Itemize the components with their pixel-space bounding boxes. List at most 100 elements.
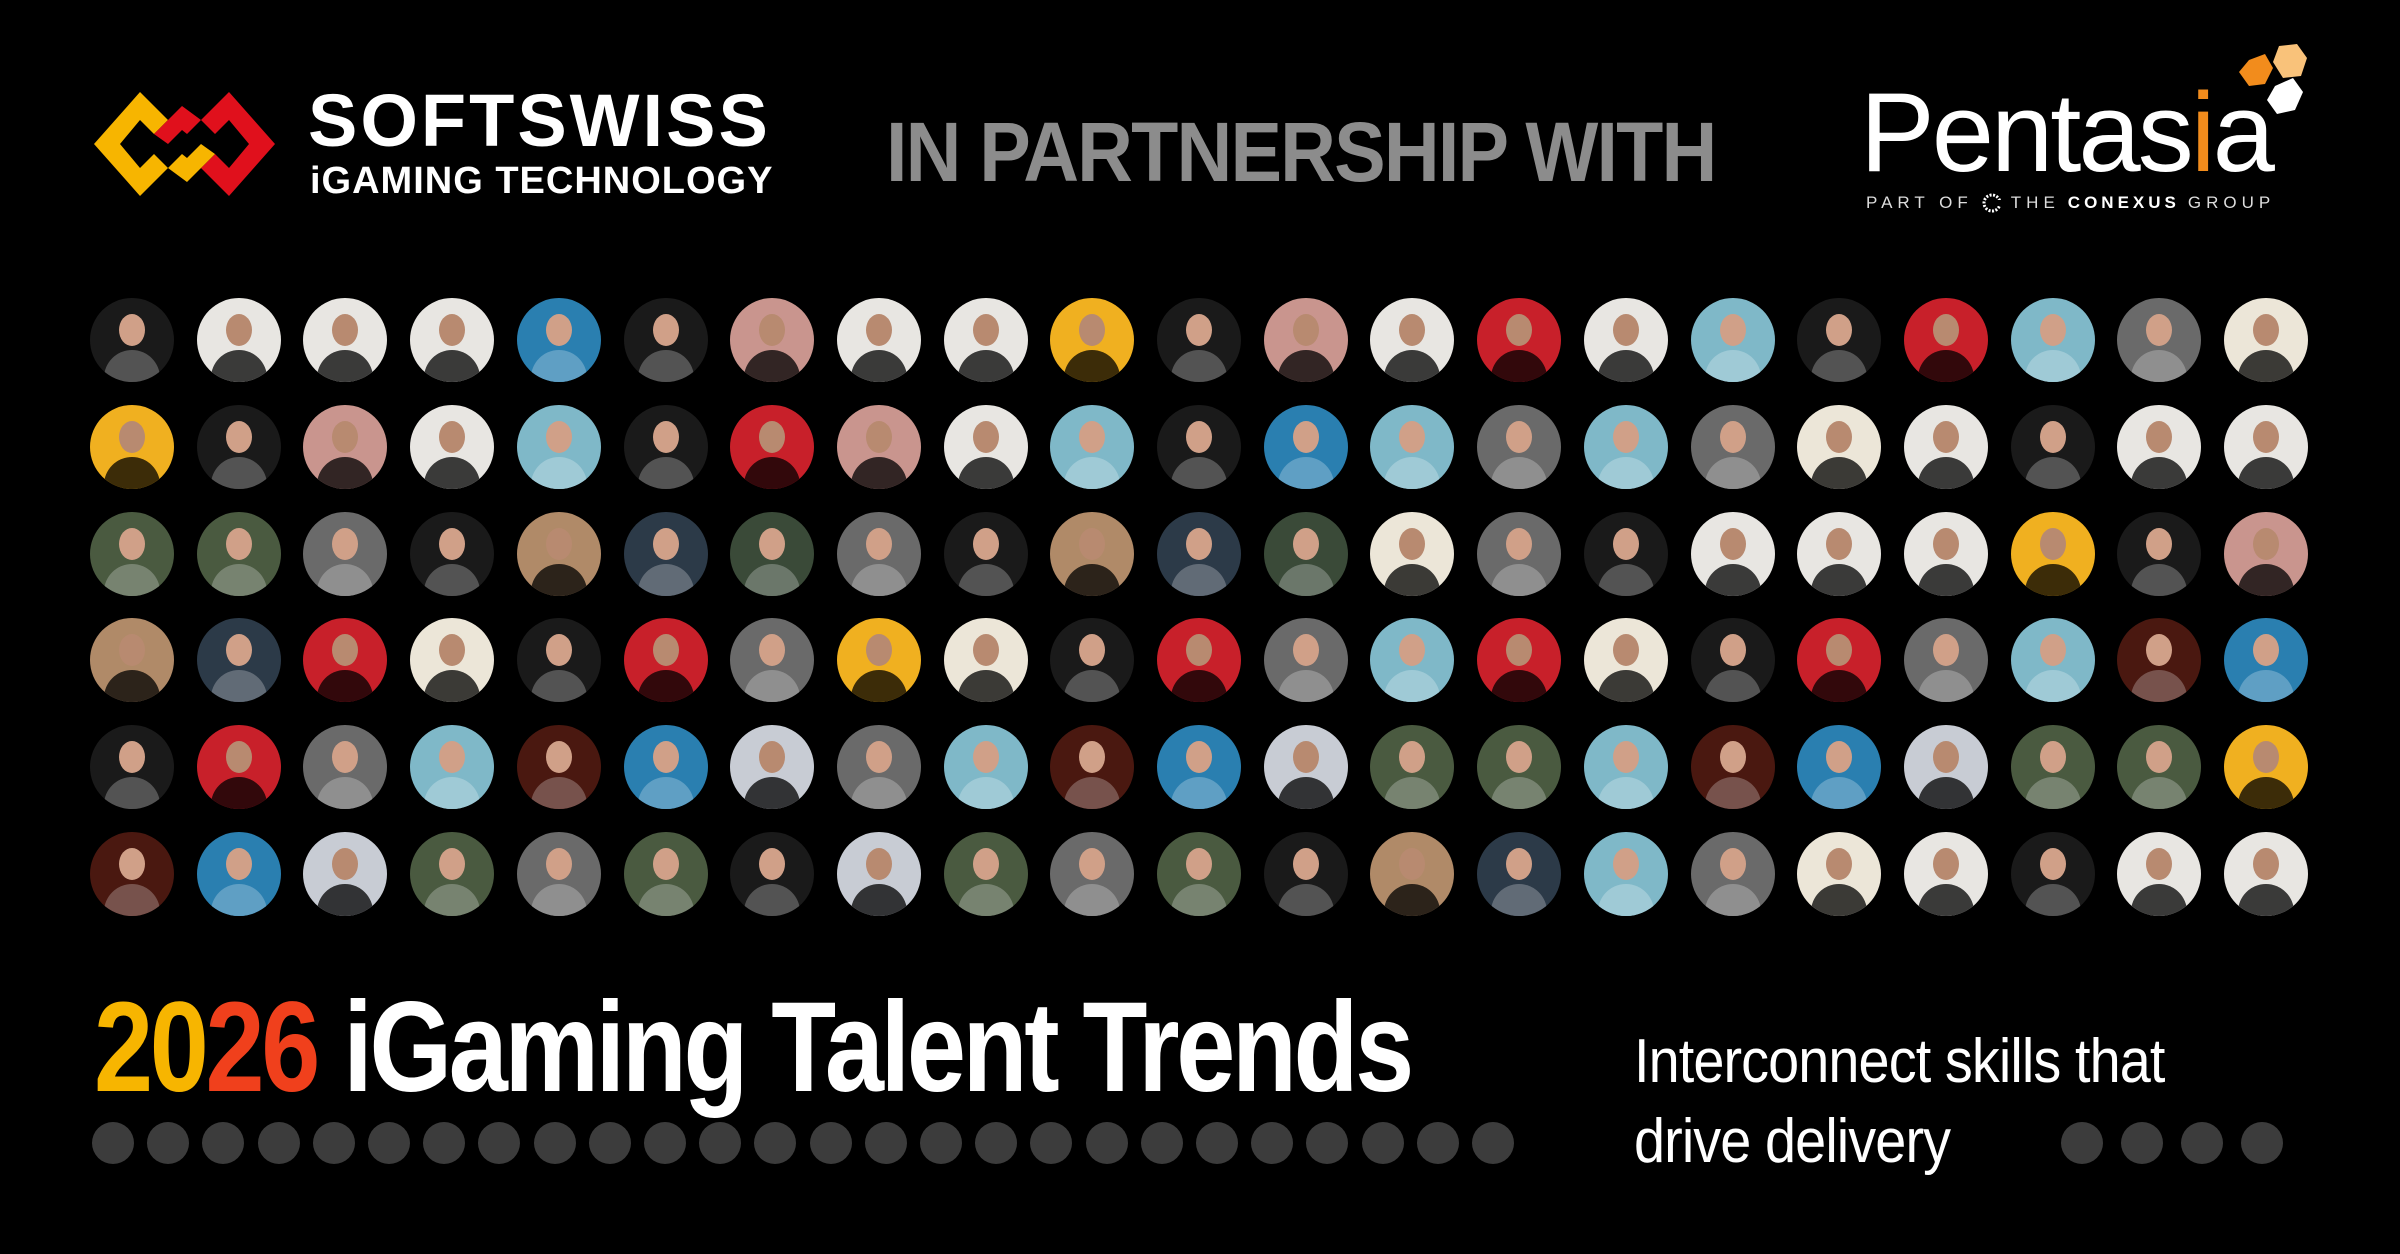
avatar-shoulders <box>637 670 694 703</box>
avatar <box>410 511 495 596</box>
dot <box>2181 1122 2223 1164</box>
avatar-shoulders <box>210 777 267 810</box>
avatar <box>1903 404 1988 489</box>
avatar-shoulders <box>1384 884 1441 916</box>
pentasia-name-end: a <box>2212 70 2275 195</box>
avatar-shoulders <box>850 456 907 489</box>
avatar-head <box>545 634 572 667</box>
avatar <box>303 618 388 703</box>
avatar <box>943 618 1028 703</box>
dot <box>1472 1122 1514 1164</box>
dot <box>2241 1122 2283 1164</box>
avatar <box>1370 832 1455 916</box>
dot <box>312 1122 355 1164</box>
avatar-head <box>1399 741 1426 774</box>
conexus-icon <box>1982 193 2003 213</box>
avatar-head <box>332 634 359 667</box>
avatar-head <box>1292 527 1319 560</box>
avatar-head <box>759 634 786 667</box>
avatar <box>2010 511 2095 596</box>
avatar <box>90 725 174 810</box>
avatar-shoulders <box>2131 563 2188 596</box>
avatar-head <box>545 527 572 560</box>
dot <box>92 1122 134 1164</box>
avatar <box>1583 298 1668 382</box>
avatar-shoulders <box>1917 670 1974 703</box>
avatar <box>196 404 281 489</box>
avatar-shoulders <box>317 884 374 916</box>
avatar-head <box>1506 420 1533 453</box>
avatar-head <box>2253 741 2279 774</box>
avatar-head <box>865 741 892 774</box>
avatar-head <box>439 848 466 880</box>
avatar-head <box>972 634 999 667</box>
subtitle: Interconnect skills that drive delivery <box>1634 1022 2165 1182</box>
subtitle-line-1: Interconnect skills that <box>1634 1027 2165 1096</box>
avatar <box>943 404 1028 489</box>
avatar <box>2117 404 2202 489</box>
avatar <box>836 298 921 382</box>
avatar <box>1477 725 1562 810</box>
avatar-shoulders <box>1171 563 1227 596</box>
avatar-head <box>1079 741 1106 774</box>
avatar-shoulders <box>1917 884 1974 916</box>
avatar-shoulders <box>1597 350 1654 382</box>
avatar-shoulders <box>1171 884 1227 916</box>
avatar-shoulders <box>210 884 267 916</box>
avatar-head <box>1719 741 1746 774</box>
avatar-shoulders <box>1704 456 1761 489</box>
avatar-head <box>1399 314 1426 346</box>
avatar <box>516 832 601 916</box>
avatar <box>1690 725 1775 810</box>
avatar-head <box>972 527 999 560</box>
avatar <box>623 832 708 916</box>
avatar-head <box>759 314 786 346</box>
avatar-shoulders <box>317 456 374 489</box>
dot <box>1361 1122 1404 1164</box>
avatar-shoulders <box>1171 777 1227 810</box>
avatar-shoulders <box>104 884 160 916</box>
avatar-head <box>332 420 359 453</box>
avatar <box>1370 511 1455 596</box>
avatar-shoulders <box>104 350 160 382</box>
dot <box>368 1122 410 1164</box>
avatar-shoulders <box>637 884 694 916</box>
avatar-shoulders <box>2238 350 2294 382</box>
avatar <box>1690 404 1775 489</box>
avatar-shoulders <box>1064 456 1121 489</box>
dot <box>1196 1122 1238 1164</box>
avatar <box>2010 404 2095 489</box>
avatar-shoulders <box>1491 670 1548 703</box>
dot <box>1030 1122 1073 1164</box>
avatar-shoulders <box>1064 670 1121 703</box>
avatar-head <box>1932 634 1959 667</box>
title-text: iGaming Talent Trends <box>317 976 1414 1119</box>
avatar <box>2010 298 2095 382</box>
avatar-shoulders <box>1704 777 1761 810</box>
avatar-head <box>1826 634 1853 667</box>
avatar-shoulders <box>1171 350 1227 382</box>
avatar-head <box>1399 848 1426 880</box>
dot <box>423 1122 466 1164</box>
avatar <box>1797 725 1882 810</box>
dot <box>809 1122 852 1164</box>
avatar <box>2117 511 2202 596</box>
avatar-head <box>439 527 466 560</box>
dot <box>202 1122 245 1164</box>
avatar-head <box>865 527 892 560</box>
avatar <box>943 511 1028 596</box>
dot <box>2121 1122 2163 1164</box>
avatar-shoulders <box>1597 456 1654 489</box>
avatar-shoulders <box>1277 777 1334 810</box>
pentasia-name-accent: i <box>2190 70 2216 195</box>
avatar <box>943 725 1028 810</box>
avatar-head <box>119 314 145 346</box>
avatar-shoulders <box>1277 350 1334 382</box>
avatar-shoulders <box>744 456 801 489</box>
avatar <box>1903 618 1988 703</box>
avatar-shoulders <box>424 670 481 703</box>
avatar-head <box>1612 848 1639 880</box>
dot <box>257 1122 300 1164</box>
avatar-head <box>2039 741 2066 774</box>
avatar-shoulders <box>317 670 374 703</box>
